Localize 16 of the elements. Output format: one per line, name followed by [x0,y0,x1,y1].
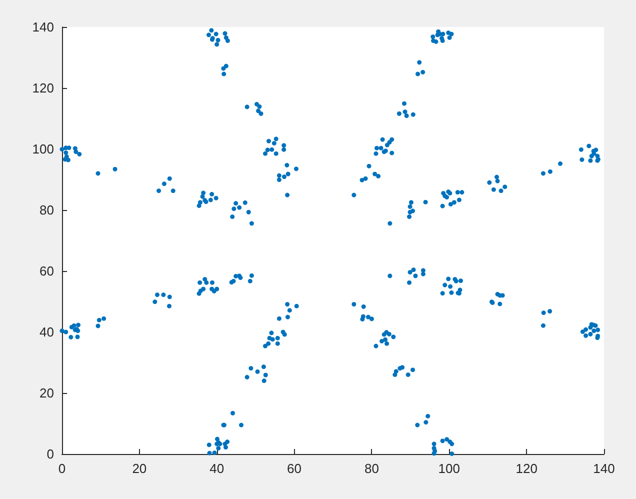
y-tick-label: 140 [32,20,54,34]
y-tick-label: 100 [32,142,54,156]
y-tick-label: 20 [40,386,54,400]
y-tick-label: 80 [40,202,54,218]
y-tick-label: 40 [40,324,54,340]
x-tick-label: 40 [210,461,224,476]
y-tick-label: 120 [32,80,54,96]
x-tick-label: 80 [364,461,379,476]
x-tick-label: 20 [132,461,147,476]
x-tick-label: 140 [593,461,615,476]
x-tick-label: 120 [516,461,538,476]
x-tick-label: 60 [287,461,302,476]
y-tick-label: 0 [46,446,54,462]
x-tick-label: 100 [438,461,460,476]
x-tick-label: 0 [58,461,66,476]
y-tick-label: 60 [40,264,54,278]
